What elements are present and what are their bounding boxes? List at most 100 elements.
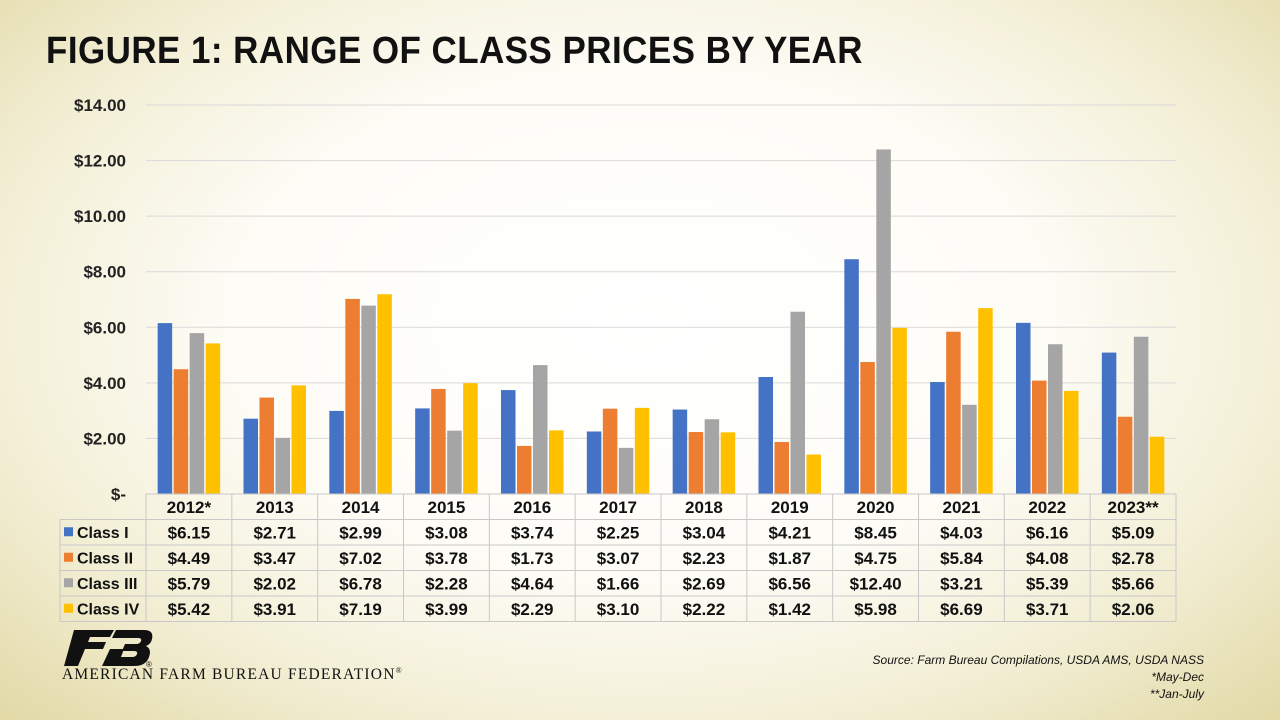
table-cell: $3.21 bbox=[940, 574, 983, 593]
table-cell: $3.10 bbox=[597, 600, 640, 619]
category-label: 2020 bbox=[857, 498, 895, 517]
category-label: 2021 bbox=[943, 498, 981, 517]
category-label: 2018 bbox=[685, 498, 723, 517]
table-cell: $6.56 bbox=[768, 574, 811, 593]
table-cell: $5.66 bbox=[1112, 574, 1155, 593]
bar-class-i-2016 bbox=[501, 390, 516, 494]
bar-class-iv-2012 bbox=[205, 343, 221, 494]
table-cell: $5.42 bbox=[168, 600, 211, 619]
category-label: 2023** bbox=[1108, 498, 1159, 517]
table-cell: $3.04 bbox=[683, 523, 726, 542]
bar-class-iii-2014 bbox=[361, 305, 376, 494]
chart-title: FIGURE 1: RANGE OF CLASS PRICES BY YEAR bbox=[46, 30, 863, 72]
bar-class-ii-2023 bbox=[1117, 416, 1133, 494]
table-cell: $2.06 bbox=[1112, 600, 1155, 619]
bar-class-i-2022 bbox=[1016, 322, 1031, 494]
series-label: Class IV bbox=[77, 601, 140, 618]
bar-class-iv-2020 bbox=[892, 327, 907, 494]
bar-class-i-2019 bbox=[758, 377, 773, 494]
table-cell: $2.69 bbox=[683, 574, 726, 593]
bar-class-ii-2012 bbox=[173, 369, 189, 494]
table-cell: $3.71 bbox=[1026, 600, 1069, 619]
bar-class-ii-2020 bbox=[860, 362, 875, 494]
bar-class-iv-2019 bbox=[806, 454, 821, 494]
bar-class-iii-2017 bbox=[618, 447, 634, 494]
bar-class-i-2015 bbox=[415, 408, 430, 494]
bar-class-ii-2022 bbox=[1032, 380, 1047, 494]
bar-class-iii-2015 bbox=[447, 430, 462, 494]
bar-class-i-2020 bbox=[844, 259, 859, 494]
bar-class-iii-2021 bbox=[962, 404, 977, 494]
y-tick-label: $14.00 bbox=[74, 96, 126, 115]
bar-class-i-2013 bbox=[243, 418, 258, 494]
bar-class-iii-2019 bbox=[790, 311, 805, 494]
bar-class-iv-2023 bbox=[1149, 436, 1165, 494]
y-tick-label: $10.00 bbox=[74, 207, 126, 226]
bar-class-i-2018 bbox=[672, 409, 688, 494]
footnote-may-dec: *May-Dec bbox=[1151, 670, 1204, 684]
table-cell: $7.19 bbox=[339, 600, 382, 619]
series-label: Class I bbox=[77, 525, 129, 542]
category-label: 2015 bbox=[428, 498, 466, 517]
bar-class-ii-2019 bbox=[774, 442, 789, 494]
bar-class-iii-2013 bbox=[275, 437, 290, 494]
table-cell: $5.39 bbox=[1026, 574, 1069, 593]
table-cell: $2.71 bbox=[253, 523, 296, 542]
table-cell: $3.74 bbox=[511, 523, 554, 542]
bar-class-i-2023 bbox=[1101, 352, 1117, 494]
logo-registered-mark: ® bbox=[146, 660, 152, 668]
table-cell: $1.73 bbox=[511, 549, 554, 568]
farm-bureau-logo: ® bbox=[64, 630, 153, 668]
table-cell: $2.29 bbox=[511, 600, 554, 619]
table-cell: $4.08 bbox=[1026, 549, 1069, 568]
table-cell: $3.78 bbox=[425, 549, 468, 568]
source-notes: Source: Farm Bureau Compilations, USDA A… bbox=[873, 652, 1204, 703]
table-cell: $3.07 bbox=[597, 549, 640, 568]
table-cell: $4.75 bbox=[854, 549, 897, 568]
bar-class-iv-2017 bbox=[634, 407, 650, 494]
org-registered-mark: ® bbox=[395, 666, 403, 675]
table-cell: $5.84 bbox=[940, 549, 983, 568]
table-cell: $4.64 bbox=[511, 574, 554, 593]
table-cell: $4.21 bbox=[768, 523, 811, 542]
category-label: 2012* bbox=[167, 498, 212, 517]
bar-class-i-2012 bbox=[157, 323, 173, 494]
table-cell: $1.87 bbox=[768, 549, 811, 568]
organization-name: AMERICAN FARM BUREAU FEDERATION® bbox=[62, 666, 403, 684]
table-cell: $4.49 bbox=[168, 549, 211, 568]
table-cell: $2.99 bbox=[339, 523, 382, 542]
table-cell: $1.42 bbox=[768, 600, 811, 619]
bar-class-iv-2015 bbox=[463, 383, 478, 494]
y-tick-label: $6.00 bbox=[83, 318, 126, 337]
y-axis: $- $2.00 $4.00 $6.00 $8.00 $10.00 $12.00 $14.00 bbox=[74, 96, 126, 504]
bar-class-ii-2018 bbox=[688, 432, 704, 494]
y-tick-label: $8.00 bbox=[83, 263, 126, 282]
bar-class-iv-2013 bbox=[291, 385, 306, 494]
bar-class-ii-2017 bbox=[602, 408, 618, 494]
source-text: Source: Farm Bureau Compilations, USDA A… bbox=[872, 653, 1204, 667]
category-label: 2013 bbox=[256, 498, 294, 517]
table-cell: $2.02 bbox=[253, 574, 296, 593]
bar-class-ii-2014 bbox=[345, 298, 360, 494]
table-cell: $5.09 bbox=[1112, 523, 1155, 542]
bar-class-iv-2018 bbox=[720, 432, 736, 494]
bar-class-i-2014 bbox=[329, 410, 344, 494]
bar-class-iii-2022 bbox=[1048, 344, 1063, 494]
y-tick-label: $12.00 bbox=[74, 152, 126, 171]
legend-swatch bbox=[64, 603, 73, 613]
legend-swatch bbox=[64, 578, 73, 588]
table-cell: $4.03 bbox=[940, 523, 983, 542]
category-label: 2022 bbox=[1028, 498, 1066, 517]
bar-class-iv-2014 bbox=[377, 294, 392, 494]
table-cell: $2.23 bbox=[683, 549, 726, 568]
gridlines bbox=[146, 104, 1176, 439]
table-cell: $6.69 bbox=[940, 600, 983, 619]
category-label: 2019 bbox=[771, 498, 809, 517]
footnote-jan-july: **Jan-July bbox=[1149, 687, 1204, 701]
table-cell: $6.16 bbox=[1026, 523, 1069, 542]
bar-class-iii-2020 bbox=[876, 149, 891, 494]
table-cell: $1.66 bbox=[597, 574, 640, 593]
table-cell: $12.40 bbox=[850, 574, 902, 593]
table-cell: $2.22 bbox=[683, 600, 726, 619]
